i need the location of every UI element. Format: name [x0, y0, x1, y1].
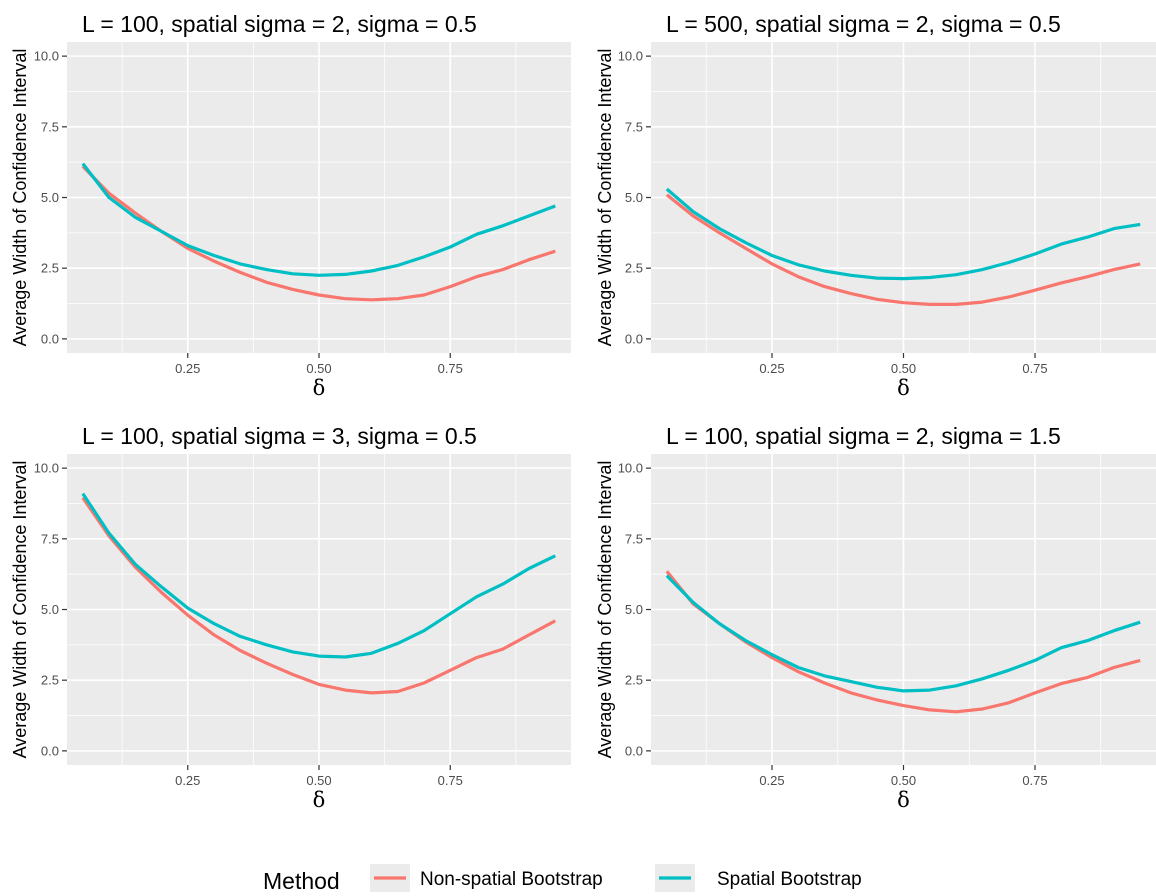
- legend-item-label: Spatial Bootstrap: [717, 869, 862, 890]
- x-tick-label: 0.75: [1022, 361, 1047, 376]
- y-tick-label: 0.0: [625, 743, 643, 758]
- panel-title: L = 500, spatial sigma = 2, sigma = 0.5: [666, 11, 1061, 37]
- y-tick-label: 10.0: [34, 49, 59, 64]
- x-tick-label: 0.75: [438, 361, 463, 376]
- legend-title: Method: [263, 868, 340, 894]
- y-tick-label: 7.5: [41, 119, 59, 134]
- y-tick-label: 7.5: [625, 531, 643, 546]
- y-tick-label: 5.0: [625, 602, 643, 617]
- panel-title: L = 100, spatial sigma = 3, sigma = 0.5: [82, 423, 477, 449]
- legend: Method Non-spatial Bootstrap Spatial Boots…: [263, 864, 862, 894]
- x-axis-label: δ: [897, 788, 910, 812]
- y-tick-label: 2.5: [625, 673, 643, 688]
- panel-title: L = 100, spatial sigma = 2, sigma = 0.5: [82, 11, 477, 37]
- panel-title: L = 100, spatial sigma = 2, sigma = 1.5: [666, 423, 1061, 449]
- series-line-spatial-bootstrap: [81, 162, 556, 277]
- series-line-spatial-bootstrap: [81, 492, 556, 659]
- x-axis-label: δ: [313, 788, 326, 812]
- y-tick-label: 0.0: [41, 331, 59, 346]
- x-axis-label: δ: [313, 376, 326, 400]
- x-tick-label: 0.25: [175, 773, 200, 788]
- y-tick-label: 5.0: [625, 190, 643, 205]
- x-tick-label: 0.50: [306, 361, 331, 376]
- y-axis-label: Average Width of Confidence Interval: [10, 461, 30, 759]
- y-tick-label: 5.0: [41, 602, 59, 617]
- panel-1: L = 100, spatial sigma = 2, sigma = 0.5 0…: [10, 11, 571, 400]
- y-axis-label: Average Width of Confidence Interval: [595, 461, 615, 759]
- y-axis-label: Average Width of Confidence Interval: [10, 49, 30, 347]
- panel-2: L = 500, spatial sigma = 2, sigma = 0.5 0…: [595, 11, 1156, 400]
- x-tick-label: 0.25: [759, 773, 784, 788]
- y-tick-label: 5.0: [41, 190, 59, 205]
- y-tick-label: 7.5: [625, 119, 643, 134]
- series-line-spatial-bootstrap: [665, 187, 1141, 281]
- x-axis-label: δ: [897, 376, 910, 400]
- x-tick-label: 0.50: [306, 773, 331, 788]
- y-tick-label: 2.5: [41, 673, 59, 688]
- y-tick-label: 2.5: [41, 261, 59, 276]
- x-tick-label: 0.75: [438, 773, 463, 788]
- y-tick-label: 0.0: [625, 331, 643, 346]
- x-tick-label: 0.50: [891, 773, 916, 788]
- y-tick-label: 7.5: [41, 531, 59, 546]
- y-tick-label: 10.0: [618, 461, 643, 476]
- series-line-non-spatial-bootstrap: [665, 193, 1141, 306]
- series-line-spatial-bootstrap: [665, 574, 1141, 693]
- y-axis-label: Average Width of Confidence Interval: [595, 49, 615, 347]
- x-tick-label: 0.75: [1022, 773, 1047, 788]
- x-tick-label: 0.25: [175, 361, 200, 376]
- y-tick-label: 0.0: [41, 743, 59, 758]
- y-tick-label: 2.5: [625, 261, 643, 276]
- y-tick-label: 10.0: [618, 49, 643, 64]
- legend-item-label: Non-spatial Bootstrap: [420, 869, 603, 890]
- x-tick-label: 0.25: [759, 361, 784, 376]
- panel-4: L = 100, spatial sigma = 2, sigma = 1.5 0…: [595, 423, 1156, 812]
- y-tick-label: 10.0: [34, 461, 59, 476]
- panel-3: L = 100, spatial sigma = 3, sigma = 0.5 0…: [10, 423, 571, 812]
- x-tick-label: 0.50: [891, 361, 916, 376]
- series-line-non-spatial-bootstrap: [81, 496, 557, 695]
